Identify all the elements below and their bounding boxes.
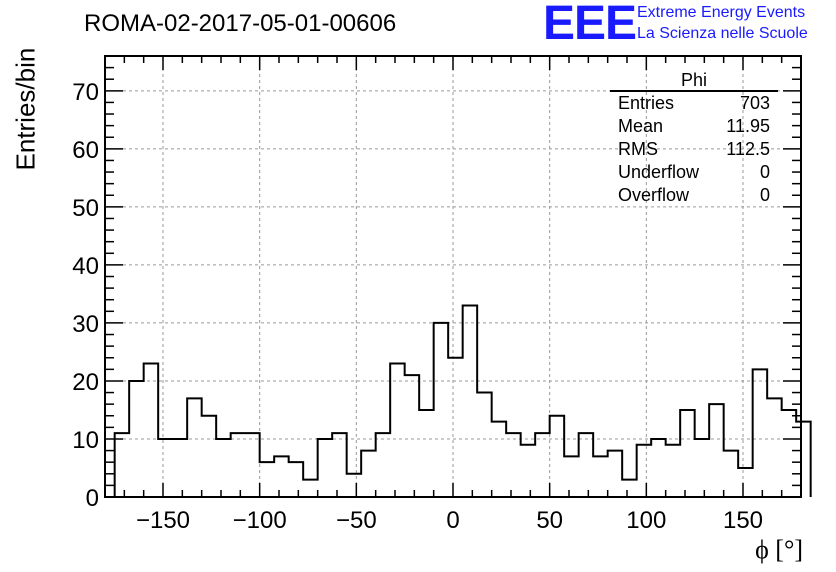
stats-row-overflow: Overflow 0 bbox=[610, 184, 778, 207]
stats-value: 11.95 bbox=[726, 116, 770, 136]
x-tick-label: 100 bbox=[626, 507, 666, 534]
y-tick-label: 20 bbox=[72, 369, 99, 396]
stats-value: 0 bbox=[759, 185, 770, 205]
stats-box: Phi Entries 703 Mean 11.95 RMS 112.5 Und… bbox=[610, 70, 778, 207]
stats-value: 112.5 bbox=[726, 139, 770, 159]
x-tick-label: −50 bbox=[336, 507, 377, 534]
y-tick-label: 0 bbox=[86, 485, 99, 512]
stats-row-underflow: Underflow 0 bbox=[610, 161, 778, 184]
y-tick-label: 70 bbox=[72, 79, 99, 106]
logo-line-1: Extreme Energy Events bbox=[637, 4, 806, 21]
grid-lines bbox=[105, 56, 801, 497]
logo-line-2: La Scienza nelle Scuole bbox=[637, 25, 808, 42]
axis-tick-labels: −150 −100 −50 0 50 100 150 0 10 20 30 40 50 60 70 bbox=[72, 79, 763, 534]
x-tick-label: 50 bbox=[536, 507, 563, 534]
y-axis-label: Entries/bin bbox=[10, 47, 41, 171]
x-tick-label: 150 bbox=[723, 507, 763, 534]
axis-ticks bbox=[105, 56, 802, 498]
stats-label: Underflow bbox=[618, 162, 700, 182]
stats-row-entries: Entries 703 bbox=[610, 92, 778, 115]
stats-row-rms: RMS 112.5 bbox=[610, 138, 778, 161]
plot-title: ROMA-02-2017-05-01-00606 bbox=[84, 10, 397, 37]
stats-label: Entries bbox=[618, 93, 675, 113]
x-tick-label: −100 bbox=[233, 507, 287, 534]
y-tick-label: 60 bbox=[72, 137, 99, 164]
stats-title: Phi bbox=[610, 70, 778, 92]
histogram-series bbox=[113, 304, 812, 497]
stats-label: Overflow bbox=[618, 185, 690, 205]
y-tick-label: 10 bbox=[72, 427, 99, 454]
stats-label: Mean bbox=[618, 116, 664, 136]
x-tick-label: 0 bbox=[446, 507, 459, 534]
x-tick-label: −150 bbox=[136, 507, 190, 534]
stats-label: RMS bbox=[618, 139, 658, 159]
eee-logo: EEE bbox=[543, 0, 637, 50]
stats-value: 0 bbox=[759, 162, 770, 182]
y-tick-label: 50 bbox=[72, 195, 99, 222]
y-tick-label: 30 bbox=[72, 311, 99, 338]
x-axis-label: ϕ [°] bbox=[755, 535, 803, 564]
stats-row-mean: Mean 11.95 bbox=[610, 115, 778, 138]
y-tick-label: 40 bbox=[72, 253, 99, 280]
stats-value: 703 bbox=[739, 93, 770, 113]
